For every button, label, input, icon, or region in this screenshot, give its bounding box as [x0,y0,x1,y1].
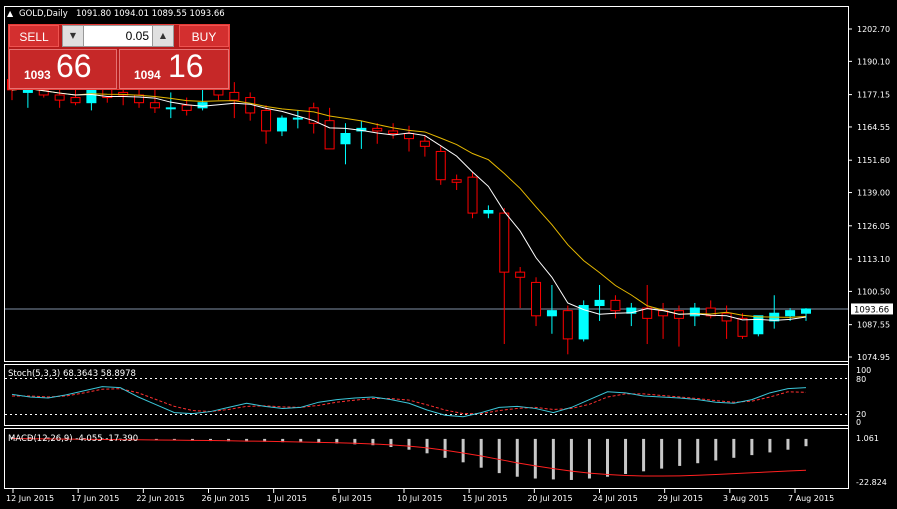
buy-price-pips: 16 [168,48,204,84]
candle-body [515,271,526,278]
candle-body [642,307,653,319]
candle-body [308,107,319,124]
candle-body [165,107,176,110]
buy-price-prefix: 1094 [134,68,161,82]
sell-button[interactable]: SELL [9,25,59,47]
candle-body [372,127,383,132]
candle-body [340,132,351,145]
price-tick-label: 1202.70 [857,25,890,34]
candle-body [499,212,510,273]
candle-body [467,176,478,214]
candle-body [785,310,796,317]
time-tick-label: 29 Jul 2015 [658,494,703,503]
buy-price-button[interactable]: 1094 16 [119,48,229,89]
stoch-label: Stoch(5,3,3) 68.3643 58.8978 [8,369,136,379]
stoch-main-line [11,386,807,418]
one-click-trading-panel: SELL ▼ 0.05 ▲ BUY 1093 66 1094 16 [8,24,230,90]
sell-price-pips: 66 [56,48,92,84]
time-tick-label: 24 Jul 2015 [593,494,638,503]
price-tick-label: 1139.00 [857,189,890,198]
macd-signal-line [11,438,807,477]
stoch-signal-line [12,388,807,415]
time-tick-label: 22 Jun 2015 [136,494,184,503]
buy-button[interactable]: BUY [179,25,229,47]
candle-body [562,310,573,340]
candle-body [181,104,192,111]
candle-body [689,307,700,317]
time-tick-label: 12 Jun 2015 [6,494,54,503]
price-tick-label: 1164.55 [857,123,890,132]
stoch-tick-0: 0 [856,418,861,427]
symbol-label: GOLD,Daily [19,9,68,19]
candle-body [435,150,446,181]
current-price-label: 1093.66 [854,305,889,315]
candle-body [610,299,621,312]
time-tick-label: 6 Jul 2015 [332,494,372,503]
price-tick-label: 1177.15 [857,91,890,100]
candle-body [801,308,811,314]
chart-arrow-icon: ▲ [7,9,14,18]
candle-body [261,109,272,132]
lot-decrease-icon[interactable]: ▼ [63,26,84,46]
candle-body [134,94,145,104]
candle-body [546,310,557,317]
time-tick-label: 7 Aug 2015 [788,494,834,503]
candle-body [578,305,589,340]
candle-body [324,120,335,150]
candle-body [118,91,129,96]
candle-body [149,102,160,109]
sell-price-button[interactable]: 1093 66 [9,48,117,89]
macd-tick-top: 1.061 [856,434,879,443]
ma-slow-line [11,88,807,318]
price-tick-label: 1074.95 [857,353,890,362]
price-tick-label: 1126.05 [857,222,890,231]
time-tick-label: 1 Jul 2015 [267,494,307,503]
price-axis: 1202.70 1190.10 1177.15 1164.55 1151.60 1139.… [848,25,890,362]
time-tick-label: 15 Jul 2015 [462,494,507,503]
time-tick-label: 20 Jul 2015 [527,494,572,503]
price-tick-label: 1151.60 [857,156,890,165]
ohlc-label: 1091.80 1094.01 1089.55 1093.66 [76,9,225,19]
time-tick-label: 17 Jun 2015 [71,494,119,503]
candle-body [594,299,605,307]
candle-body [292,117,303,120]
candle-body [70,97,81,104]
candles-group [7,61,811,355]
lot-size-value[interactable]: 0.05 [125,29,149,43]
time-axis: 12 Jun 2015 17 Jun 2015 22 Jun 2015 26 Jun … [6,489,834,503]
candle-body [229,91,240,101]
sell-price-prefix: 1093 [24,68,51,82]
lot-size-field[interactable]: ▼ 0.05 ▲ [62,25,174,47]
stoch-tick-80: 80 [856,375,866,384]
candle-body [626,307,637,314]
price-tick-label: 1100.50 [857,287,890,296]
stoch-tick-20: 20 [856,410,866,419]
lot-increase-icon[interactable]: ▲ [152,26,173,46]
candle-body [197,102,208,109]
candle-body [419,140,430,147]
candle-body [531,281,542,317]
price-tick-label: 1190.10 [857,57,890,66]
macd-tick-bottom: -22.824 [856,478,887,487]
candle-body [753,315,764,335]
time-tick-label: 3 Aug 2015 [723,494,769,503]
candle-body [451,179,462,183]
candle-body [276,117,287,132]
ma-fast-line [11,88,807,321]
candle-body [54,94,65,101]
candle-body [388,130,399,134]
candle-body [404,132,414,140]
time-tick-label: 26 Jun 2015 [202,494,250,503]
candle-body [705,307,716,317]
candle-body [737,317,748,337]
time-tick-label: 10 Jul 2015 [397,494,442,503]
macd-label: MACD(12,26,9) -4.055 -17.390 [8,434,138,444]
stoch-tick-100: 100 [856,366,871,375]
current-price-tag [851,303,893,315]
price-tick-label: 1113.10 [857,255,890,264]
candle-body [483,210,494,214]
price-tick-label: 1087.55 [857,321,890,330]
